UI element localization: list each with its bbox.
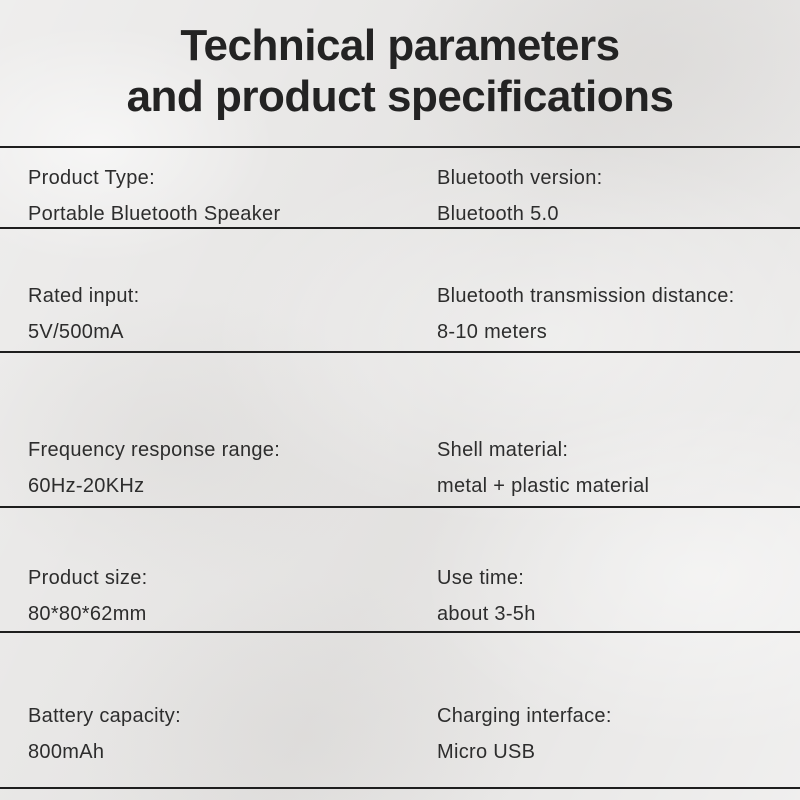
divider [0,351,800,353]
spec-value: Bluetooth 5.0 [437,203,559,225]
spec-value: 800mAh [28,741,105,763]
divider [0,146,800,148]
spec-label: Shell material: [437,439,569,461]
spec-value: 80*80*62mm [28,603,147,625]
spec-cell-use-time: Use time: about 3-5h [437,567,536,626]
spec-value: Micro USB [437,741,536,763]
spec-cell-shell-material: Shell material: metal + plastic material [437,439,649,498]
spec-value: 60Hz-20KHz [28,475,145,497]
spec-cell-frequency-response: Frequency response range: 60Hz-20KHz [28,439,280,498]
page-title-line1: Technical parameters [180,21,620,70]
spec-value: 8-10 meters [437,321,548,343]
spec-value: 5V/500mA [28,321,124,343]
spec-value: about 3-5h [437,603,536,625]
spec-label: Rated input: [28,285,140,307]
spec-cell-bluetooth-version: Bluetooth version: Bluetooth 5.0 [437,167,603,226]
spec-label: Bluetooth version: [437,167,603,189]
divider [0,631,800,633]
spec-value: Portable Bluetooth Speaker [28,203,281,225]
spec-value: metal + plastic material [437,475,650,497]
spec-cell-rated-input: Rated input: 5V/500mA [28,285,139,344]
spec-label: Bluetooth transmission distance: [437,285,735,307]
divider [0,787,800,789]
divider [0,506,800,508]
spec-cell-product-size: Product size: 80*80*62mm [28,567,148,626]
spec-cell-product-type: Product Type: Portable Bluetooth Speaker [28,167,280,226]
spec-label: Battery capacity: [28,705,181,727]
divider [0,227,800,229]
spec-cell-transmission-distance: Bluetooth transmission distance: 8-10 me… [437,285,735,344]
spec-label: Frequency response range: [28,439,281,461]
spec-label: Use time: [437,567,525,589]
page-title-line2: and product specifications [126,72,674,121]
page-title: Technical parameters and product specifi… [0,20,800,122]
spec-cell-charging-interface: Charging interface: Micro USB [437,705,612,764]
spec-cell-battery-capacity: Battery capacity: 800mAh [28,705,181,764]
spec-label: Product size: [28,567,148,589]
spec-label: Product Type: [28,167,155,189]
spec-label: Charging interface: [437,705,612,727]
